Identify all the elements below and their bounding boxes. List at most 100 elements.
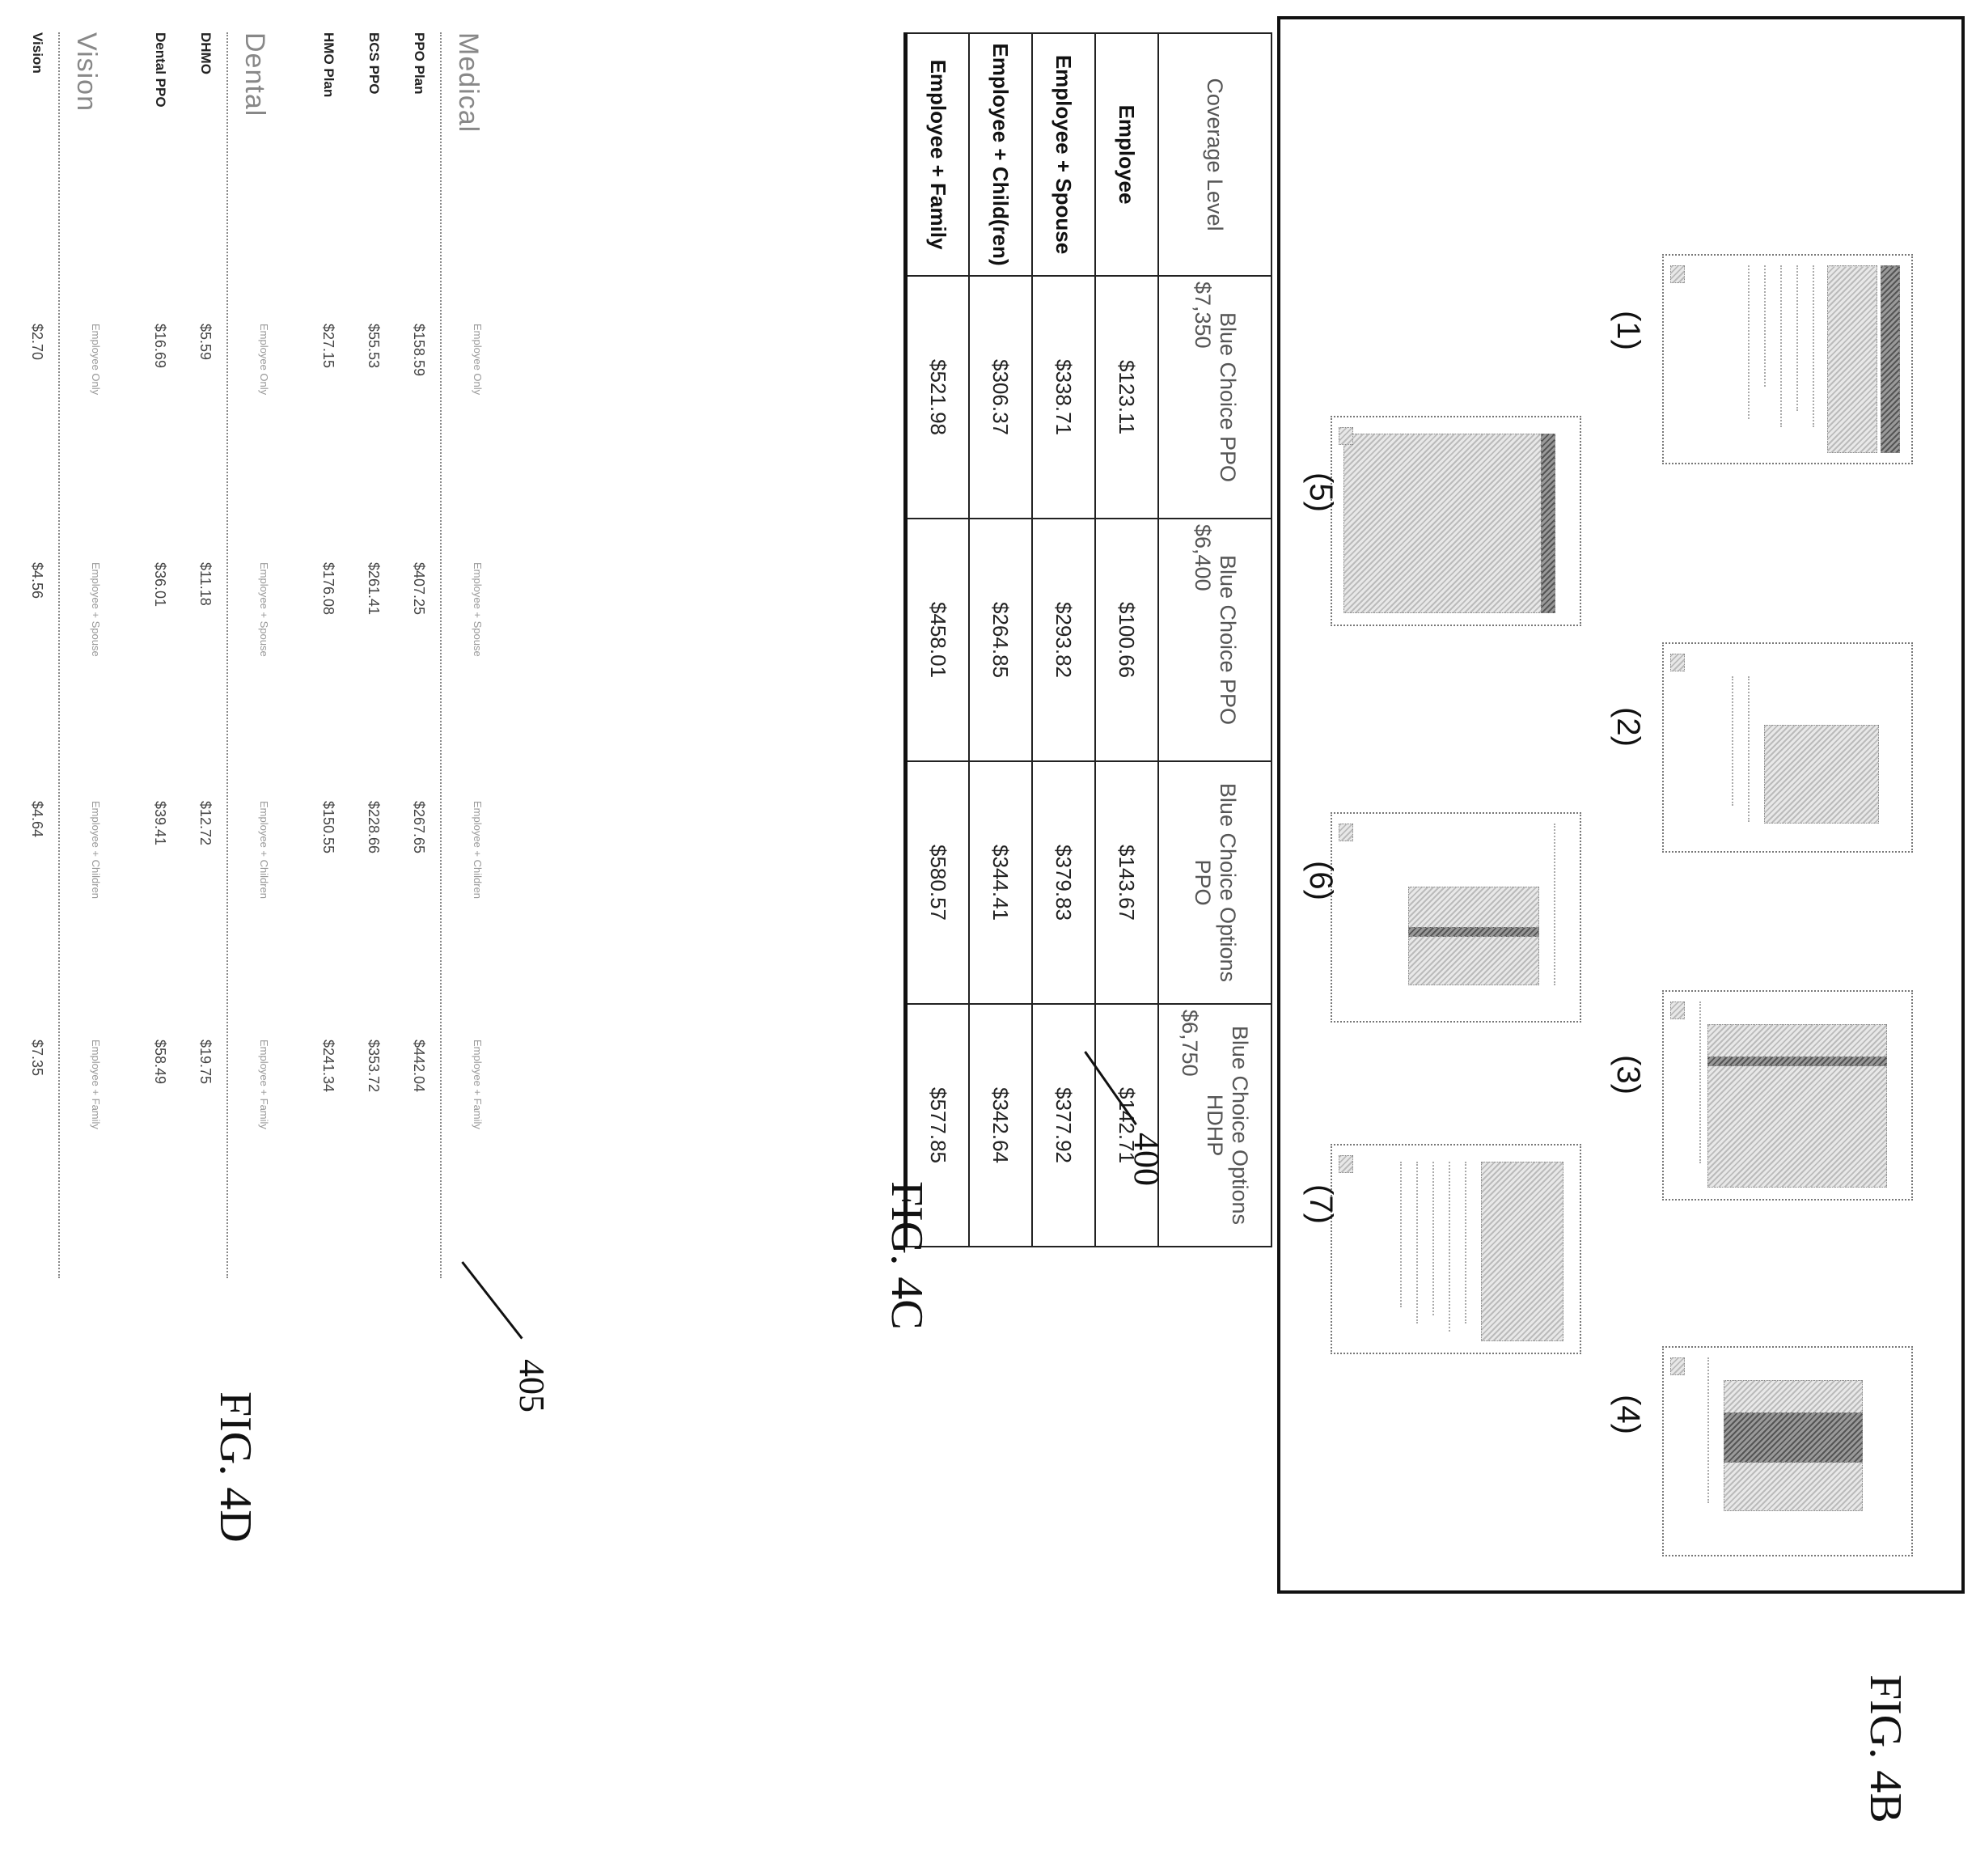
coverage-level-label: Employee + Spouse bbox=[472, 562, 484, 657]
section-header: Vision Employee Only Employee + Spouse E… bbox=[58, 32, 102, 1278]
plan-price: $4.64 bbox=[29, 801, 45, 838]
coverage-level-label: Employee Only bbox=[90, 324, 102, 396]
row-label: Employee + Spouse bbox=[1032, 33, 1095, 276]
row-label: Employee bbox=[1095, 33, 1158, 276]
thumbnail-6-number: (6) bbox=[1303, 861, 1339, 900]
table-cell: $580.57 bbox=[906, 761, 969, 1004]
plan-price: $12.72 bbox=[197, 801, 214, 846]
plan-price: $5.59 bbox=[197, 324, 214, 361]
callout-400: 400 bbox=[1127, 1133, 1166, 1186]
coverage-level-label: Employee + Spouse bbox=[90, 562, 102, 657]
header-plan-1: Blue Choice PPO $7,350 bbox=[1158, 276, 1271, 519]
table-row: Employee $123.11 $100.66 $143.67 $142.71 bbox=[1095, 33, 1158, 1247]
fig4c-coverage-table: Coverage Level Blue Choice PPO $7,350 Blu… bbox=[904, 32, 1273, 1247]
plan-price: $58.49 bbox=[152, 1040, 168, 1085]
fig4d-benefits-list: Medical Employee Only Employee + Spouse … bbox=[0, 32, 484, 1278]
list-item: BCS PPO $55.53 $261.41 $228.66 $353.72 bbox=[336, 32, 382, 1278]
plan-name: Vision bbox=[30, 32, 45, 74]
list-item: Dental PPO $16.69 $36.01 $39.41 $58.49 bbox=[123, 32, 168, 1278]
plan-price: $55.53 bbox=[366, 324, 382, 369]
thumbnail-5-number: (5) bbox=[1303, 472, 1339, 512]
plan-price: $36.01 bbox=[152, 562, 168, 608]
fig4b-label: FIG. 4B bbox=[1860, 1675, 1910, 1823]
table-cell: $377.92 bbox=[1032, 1004, 1095, 1247]
plan-price: $39.41 bbox=[152, 801, 168, 846]
coverage-level-label: Employee + Children bbox=[472, 801, 484, 900]
table-cell: $293.82 bbox=[1032, 519, 1095, 761]
section-title: Vision bbox=[71, 32, 102, 112]
thumbnail-5 bbox=[1331, 416, 1581, 626]
plan-price: $228.66 bbox=[366, 801, 382, 854]
table-cell: $142.71 bbox=[1095, 1004, 1158, 1247]
plan-price: $261.41 bbox=[366, 562, 382, 616]
plan-price: $150.55 bbox=[320, 801, 336, 854]
plan-price: $4.56 bbox=[29, 562, 45, 599]
thumbnail-6 bbox=[1331, 812, 1581, 1023]
table-cell: $338.71 bbox=[1032, 276, 1095, 519]
plan-name: Dental PPO bbox=[153, 32, 168, 108]
plan-price: $176.08 bbox=[320, 562, 336, 616]
thumbnail-7 bbox=[1331, 1144, 1581, 1354]
thumbnail-1 bbox=[1662, 254, 1913, 464]
fig4d-label: FIG. 4D bbox=[210, 1391, 260, 1543]
coverage-level-label: Employee Only bbox=[472, 324, 484, 396]
thumbnail-2-number: (2) bbox=[1610, 707, 1646, 747]
thumbnail-3-number: (3) bbox=[1610, 1055, 1646, 1095]
section-header: Medical Employee Only Employee + Spouse … bbox=[440, 32, 484, 1278]
table-cell: $100.66 bbox=[1095, 519, 1158, 761]
fig4c-label: FIG. 4C bbox=[882, 1181, 932, 1330]
row-label: Employee + Family bbox=[906, 33, 969, 276]
section-medical: Medical Employee Only Employee + Spouse … bbox=[291, 32, 484, 1278]
plan-price: $11.18 bbox=[197, 562, 214, 606]
list-item: Vision $2.70 $4.56 $4.64 $7.35 bbox=[0, 32, 45, 1278]
plan-price: $19.75 bbox=[197, 1040, 214, 1085]
table-cell: $521.98 bbox=[906, 276, 969, 519]
row-label: Employee + Child(ren) bbox=[969, 33, 1032, 276]
coverage-level-label: Employee + Children bbox=[90, 801, 102, 900]
thumbnail-7-number: (7) bbox=[1303, 1184, 1339, 1224]
plan-price: $16.69 bbox=[152, 324, 168, 369]
coverage-level-label: Employee + Family bbox=[90, 1040, 102, 1129]
table-row: Employee + Spouse $338.71 $293.82 $379.8… bbox=[1032, 33, 1095, 1247]
plan-price: $2.70 bbox=[29, 324, 45, 361]
table-cell: $342.64 bbox=[969, 1004, 1032, 1247]
table-row: Employee + Child(ren) $306.37 $264.85 $3… bbox=[969, 33, 1032, 1247]
coverage-level-label: Employee + Family bbox=[472, 1040, 484, 1129]
section-title: Medical bbox=[453, 32, 484, 133]
plan-price: $7.35 bbox=[29, 1040, 45, 1077]
section-header: Dental Employee Only Employee + Spouse E… bbox=[226, 32, 270, 1278]
table-header-row: Coverage Level Blue Choice PPO $7,350 Blu… bbox=[1158, 33, 1271, 1247]
section-vision: Vision Employee Only Employee + Spouse E… bbox=[0, 32, 102, 1278]
coverage-level-label: Employee Only bbox=[258, 324, 270, 396]
plan-price: $267.65 bbox=[411, 801, 427, 854]
thumbnail-1-number: (1) bbox=[1610, 311, 1646, 350]
table-cell: $264.85 bbox=[969, 519, 1032, 761]
coverage-level-label: Employee + Children bbox=[258, 801, 270, 900]
plan-price: $353.72 bbox=[366, 1040, 382, 1093]
callout-405: 405 bbox=[512, 1359, 552, 1412]
header-plan-3: Blue Choice Options PPO bbox=[1158, 761, 1271, 1004]
section-dental: Dental Employee Only Employee + Spouse E… bbox=[123, 32, 270, 1278]
list-item: HMO Plan $27.15 $176.08 $150.55 $241.34 bbox=[291, 32, 336, 1278]
plan-price: $407.25 bbox=[411, 562, 427, 616]
section-title: Dental bbox=[239, 32, 270, 117]
callout-405-leader bbox=[461, 1261, 523, 1340]
table-cell: $344.41 bbox=[969, 761, 1032, 1004]
thumbnail-2 bbox=[1662, 642, 1913, 853]
list-item: PPO Plan $158.59 $407.25 $267.65 $442.04 bbox=[382, 32, 427, 1278]
table-cell: $123.11 bbox=[1095, 276, 1158, 519]
plan-price: $27.15 bbox=[320, 324, 336, 369]
table-cell: $379.83 bbox=[1032, 761, 1095, 1004]
thumbnail-4 bbox=[1662, 1346, 1913, 1556]
list-item: DHMO $5.59 $11.18 $12.72 $19.75 bbox=[168, 32, 214, 1278]
plan-price: $241.34 bbox=[320, 1040, 336, 1093]
plan-name: PPO Plan bbox=[412, 32, 427, 95]
plan-name: HMO Plan bbox=[321, 32, 336, 98]
coverage-level-label: Employee + Spouse bbox=[258, 562, 270, 657]
header-plan-2: Blue Choice PPO $6,400 bbox=[1158, 519, 1271, 761]
table-row: Employee + Family $521.98 $458.01 $580.5… bbox=[906, 33, 969, 1247]
table-cell: $458.01 bbox=[906, 519, 969, 761]
plan-name: BCS PPO bbox=[366, 32, 382, 95]
table-cell: $143.67 bbox=[1095, 761, 1158, 1004]
